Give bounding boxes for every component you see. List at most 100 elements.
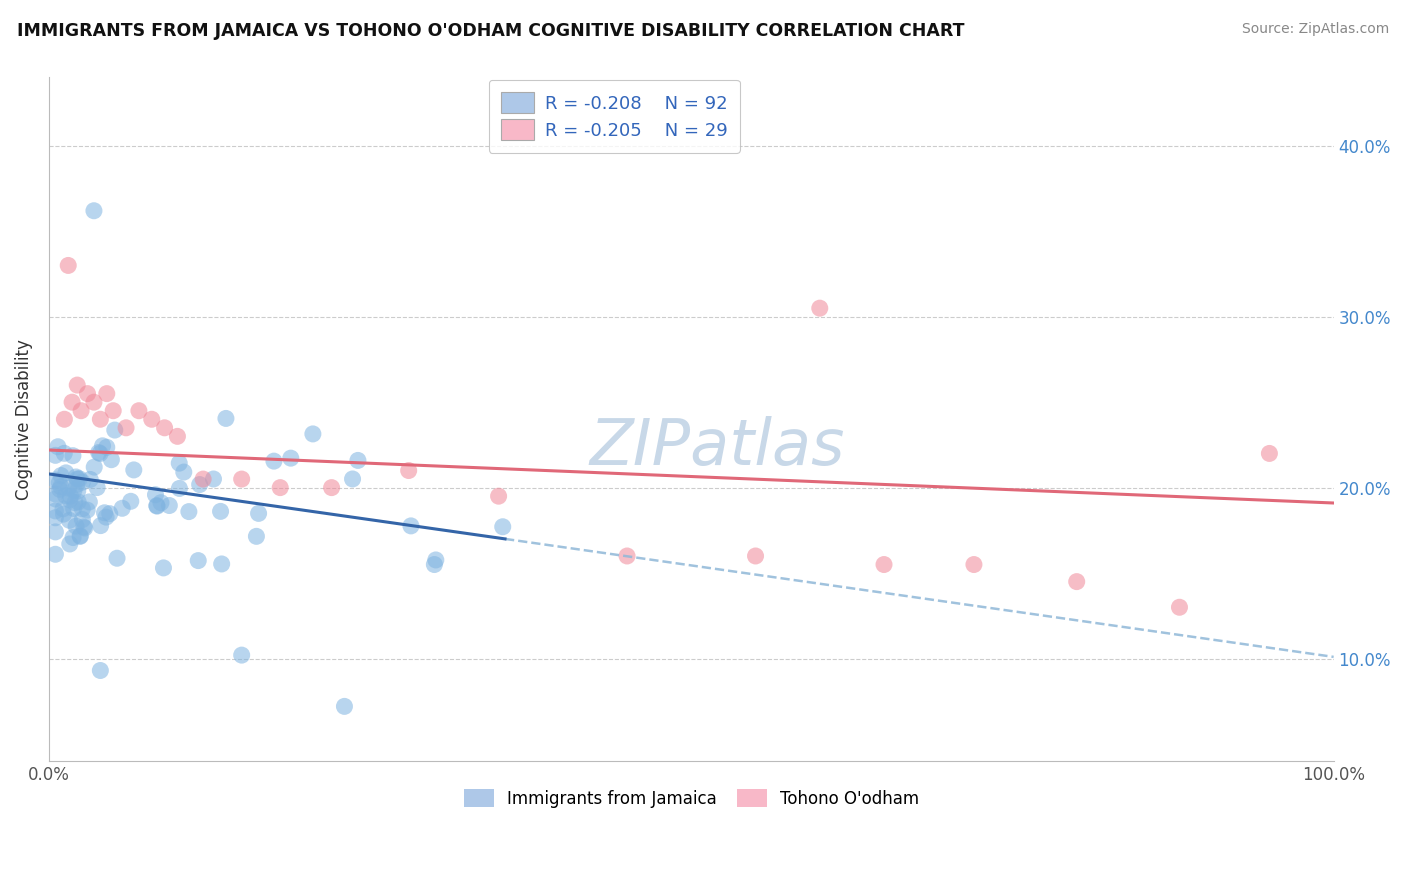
Point	[115, 421, 138, 435]
Point	[83, 395, 105, 409]
Point	[167, 456, 190, 470]
Point	[46, 440, 69, 454]
Point	[209, 504, 232, 518]
Point	[67, 472, 90, 486]
Point	[58, 513, 80, 527]
Point	[87, 445, 110, 459]
Point	[269, 481, 291, 495]
Point	[191, 472, 214, 486]
Point	[72, 512, 94, 526]
Point	[66, 483, 89, 498]
Point	[59, 492, 82, 507]
Point	[53, 412, 76, 426]
Point	[187, 553, 209, 567]
Point	[188, 477, 211, 491]
Point	[83, 203, 105, 218]
Point	[245, 529, 267, 543]
Point	[76, 386, 98, 401]
Point	[302, 426, 325, 441]
Legend: Immigrants from Jamaica, Tohono O'odham: Immigrants from Jamaica, Tohono O'odham	[457, 783, 925, 814]
Point	[63, 496, 86, 510]
Point	[146, 499, 169, 513]
Point	[79, 472, 101, 486]
Point	[492, 520, 515, 534]
Point	[149, 496, 172, 510]
Point	[1258, 446, 1281, 460]
Point	[202, 472, 225, 486]
Point	[211, 557, 233, 571]
Y-axis label: Cognitive Disability: Cognitive Disability	[15, 339, 32, 500]
Point	[73, 521, 96, 535]
Point	[72, 501, 94, 516]
Point	[70, 403, 93, 417]
Text: IMMIGRANTS FROM JAMAICA VS TOHONO O'ODHAM COGNITIVE DISABILITY CORRELATION CHART: IMMIGRANTS FROM JAMAICA VS TOHONO O'ODHA…	[17, 22, 965, 40]
Point	[63, 483, 86, 498]
Point	[73, 520, 96, 534]
Point	[96, 386, 118, 401]
Point	[66, 472, 89, 486]
Point	[52, 501, 75, 516]
Point	[89, 412, 111, 426]
Point	[48, 475, 70, 490]
Point	[94, 510, 117, 524]
Point	[808, 301, 831, 315]
Point	[152, 561, 174, 575]
Point	[83, 460, 105, 475]
Point	[215, 411, 238, 425]
Point	[103, 403, 125, 417]
Point	[91, 439, 114, 453]
Point	[62, 531, 84, 545]
Point	[157, 499, 180, 513]
Point	[44, 547, 66, 561]
Point	[744, 549, 766, 563]
Point	[53, 446, 76, 460]
Point	[104, 423, 127, 437]
Point	[55, 489, 77, 503]
Point	[96, 440, 118, 454]
Point	[49, 468, 72, 483]
Text: Source: ZipAtlas.com: Source: ZipAtlas.com	[1241, 22, 1389, 37]
Point	[65, 519, 87, 533]
Point	[122, 463, 145, 477]
Point	[333, 699, 356, 714]
Point	[1168, 600, 1191, 615]
Point	[65, 470, 87, 484]
Point	[76, 503, 98, 517]
Point	[347, 453, 370, 467]
Point	[52, 507, 75, 521]
Point	[146, 499, 169, 513]
Point	[89, 446, 111, 460]
Point	[153, 421, 176, 435]
Point	[120, 494, 142, 508]
Point	[105, 551, 128, 566]
Point	[1066, 574, 1088, 589]
Point	[60, 395, 83, 409]
Point	[423, 558, 446, 572]
Point	[59, 537, 82, 551]
Point	[280, 451, 302, 466]
Point	[58, 481, 80, 495]
Point	[169, 482, 191, 496]
Point	[62, 501, 84, 516]
Point	[44, 491, 66, 506]
Point	[100, 452, 122, 467]
Point	[231, 472, 253, 486]
Text: ZIPatlas: ZIPatlas	[589, 416, 845, 477]
Point	[44, 473, 66, 487]
Point	[49, 480, 72, 494]
Point	[177, 505, 200, 519]
Point	[59, 489, 82, 503]
Point	[93, 506, 115, 520]
Point	[111, 501, 134, 516]
Point	[425, 553, 447, 567]
Point	[963, 558, 986, 572]
Point	[247, 507, 270, 521]
Point	[90, 518, 112, 533]
Point	[342, 472, 364, 486]
Point	[44, 487, 66, 501]
Point	[873, 558, 896, 572]
Point	[98, 507, 121, 521]
Point	[44, 524, 66, 539]
Point	[66, 378, 89, 392]
Point	[55, 466, 77, 480]
